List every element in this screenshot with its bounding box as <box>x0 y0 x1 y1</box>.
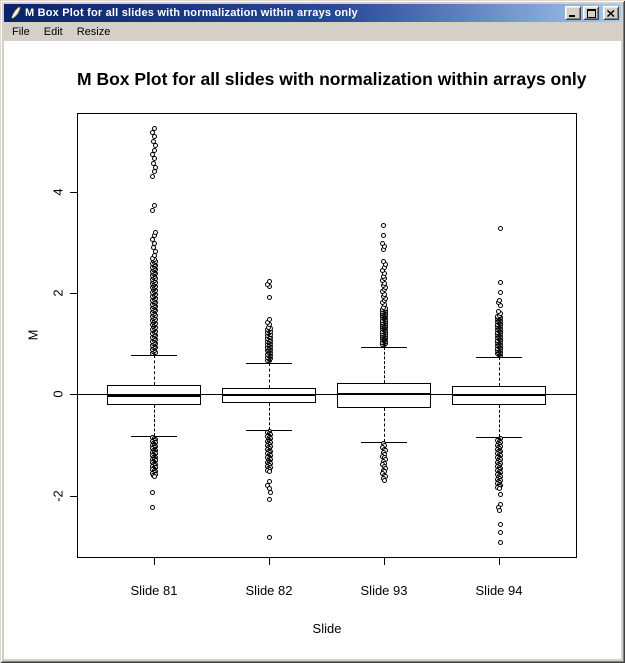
window-title: M Box Plot for all slides with normaliza… <box>25 7 358 19</box>
y-tick <box>70 394 77 396</box>
outlier-point <box>267 489 273 495</box>
outlier-point <box>267 295 273 301</box>
outlier-point <box>497 297 503 303</box>
outlier-point <box>497 522 503 528</box>
outlier-point <box>151 203 157 209</box>
outlier-point <box>497 539 503 545</box>
outlier-point <box>150 489 156 495</box>
outlier-point <box>495 308 501 314</box>
x-tick <box>269 558 270 565</box>
whisker-lower <box>269 402 270 430</box>
outlier-point <box>151 125 157 131</box>
menu-file[interactable]: File <box>12 25 30 38</box>
outlier-point <box>382 244 388 250</box>
outlier-point <box>497 225 503 231</box>
x-tick <box>499 558 500 565</box>
window-feather-icon <box>11 6 21 19</box>
whisker-cap-upper <box>246 362 292 364</box>
y-tick-label: 2 <box>50 289 66 297</box>
outlier-point <box>152 134 158 140</box>
outlier-point <box>150 208 156 214</box>
outlier-point <box>380 241 386 247</box>
x-tick-label: Slide 81 <box>130 583 178 598</box>
x-tick <box>154 558 155 565</box>
plot-canvas: M Box Plot for all slides with normaliza… <box>4 41 621 659</box>
maximize-button[interactable] <box>583 6 599 20</box>
outlier-point <box>151 147 157 153</box>
outlier-point <box>152 473 158 479</box>
x-tick-label: Slide 93 <box>360 583 408 598</box>
outlier-point <box>497 492 503 498</box>
menu-resize[interactable]: Resize <box>76 25 111 38</box>
outlier-point <box>497 290 503 296</box>
y-tick <box>70 292 77 294</box>
median-line <box>222 393 316 396</box>
outlier-point <box>152 143 158 149</box>
outlier-point <box>267 535 273 541</box>
y-tick-label: 4 <box>50 187 66 196</box>
x-axis-title: Slide <box>312 621 342 636</box>
whisker-upper <box>499 356 500 386</box>
minimize-button[interactable] <box>565 6 581 20</box>
outlier-point <box>382 477 388 483</box>
median-line <box>337 393 431 396</box>
outlier-point <box>152 156 158 162</box>
y-tick-label: -2 <box>50 489 66 502</box>
zero-reference-line <box>77 394 577 395</box>
whisker-upper <box>384 346 385 383</box>
outlier-point <box>266 279 272 285</box>
menu-bar: File Edit Resize <box>4 22 621 41</box>
chart-title: M Box Plot for all slides with normaliza… <box>77 69 587 89</box>
whisker-upper <box>269 362 270 388</box>
whisker-cap-upper <box>131 355 177 357</box>
outlier-point <box>152 229 158 235</box>
outlier-point <box>152 165 158 171</box>
close-icon <box>607 9 615 17</box>
maximize-icon <box>586 8 596 18</box>
title-bar: M Box Plot for all slides with normaliza… <box>4 4 621 22</box>
outlier-point <box>266 317 272 323</box>
median-line <box>107 394 201 397</box>
y-axis-title: M <box>25 329 41 341</box>
x-tick <box>384 558 385 565</box>
whisker-lower <box>499 404 500 437</box>
outlier-point <box>150 505 156 511</box>
outlier-point <box>150 138 156 144</box>
x-tick-label: Slide 94 <box>475 583 523 598</box>
outlier-point <box>497 508 503 514</box>
outlier-point <box>496 486 502 492</box>
outlier-point <box>380 222 386 228</box>
minimize-icon <box>569 15 575 17</box>
close-button[interactable] <box>603 6 619 20</box>
box-slide-93 <box>337 382 431 408</box>
outlier-point <box>380 259 386 264</box>
whisker-upper <box>154 355 155 385</box>
whisker-lower <box>154 404 155 436</box>
x-tick-label: Slide 82 <box>245 583 293 598</box>
menu-edit[interactable]: Edit <box>43 25 63 38</box>
box-slide-81 <box>107 384 201 405</box>
y-tick <box>70 495 77 497</box>
whisker-lower <box>384 407 385 443</box>
outlier-point <box>267 497 273 503</box>
median-line <box>452 394 546 397</box>
outlier-point <box>497 529 503 535</box>
outlier-point <box>152 241 158 247</box>
outlier-point <box>150 173 156 179</box>
y-tick-label: 0 <box>50 390 66 398</box>
plot-frame <box>77 113 577 558</box>
outlier-point <box>152 248 158 254</box>
outlier-point <box>266 468 272 474</box>
outlier-point <box>497 280 503 286</box>
outlier-point <box>380 232 386 238</box>
outlier-point <box>151 169 157 175</box>
outlier-point <box>150 160 156 166</box>
y-tick <box>70 191 77 193</box>
